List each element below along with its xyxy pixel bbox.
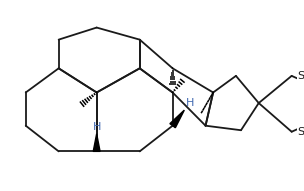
Text: S: S	[297, 127, 304, 137]
Polygon shape	[170, 110, 184, 128]
Text: S: S	[297, 71, 304, 81]
Text: H: H	[92, 122, 101, 132]
Polygon shape	[93, 134, 100, 151]
Text: H: H	[186, 98, 195, 108]
